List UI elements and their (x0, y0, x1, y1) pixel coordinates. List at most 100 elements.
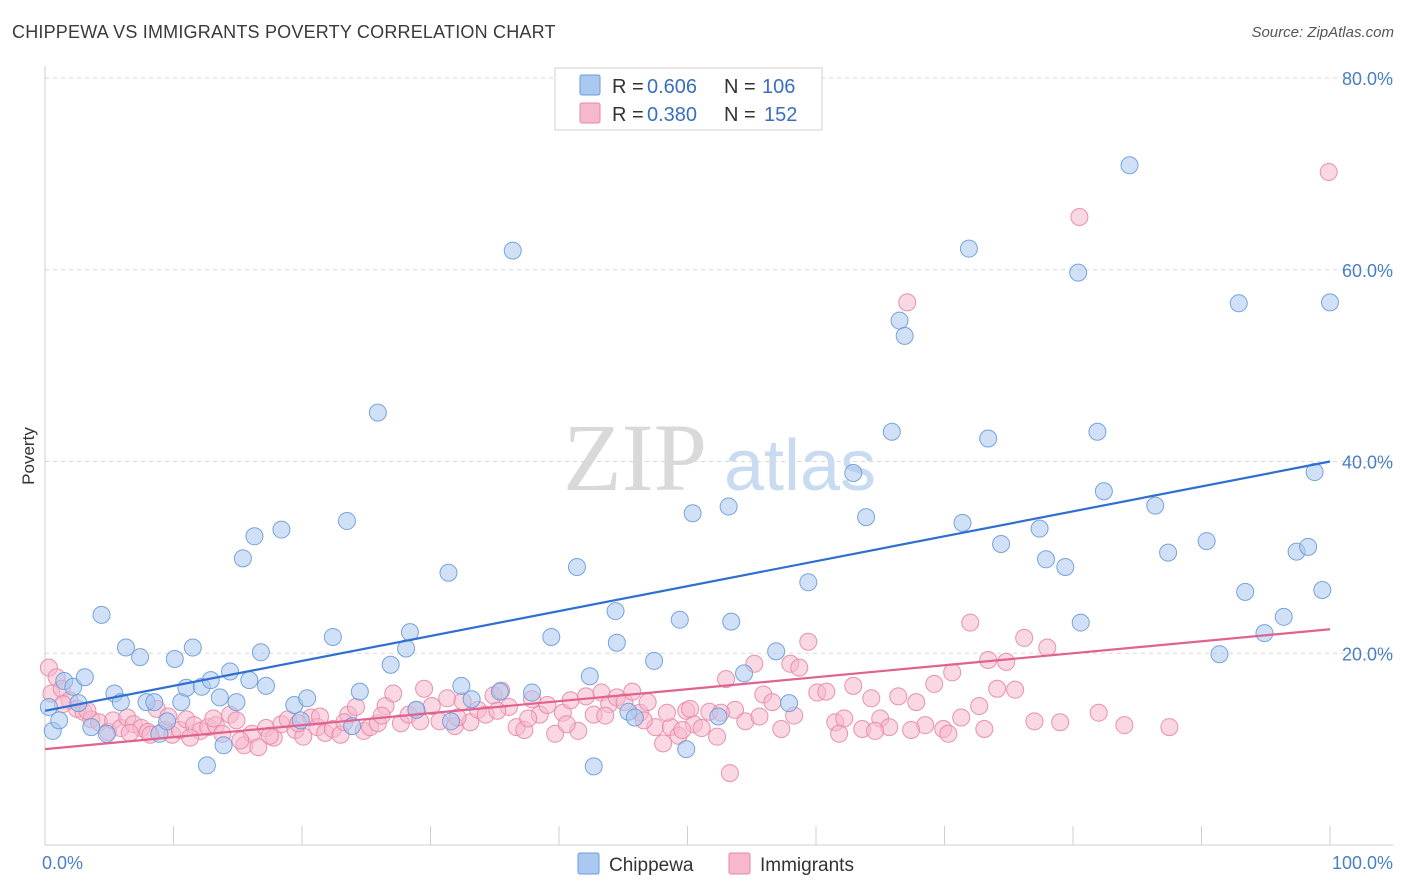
chippewa-point (1088, 422, 1107, 441)
y-tick-label: 80.0% (1342, 69, 1393, 89)
chippewa-point (523, 683, 542, 702)
immigrants-point (975, 719, 994, 738)
chippewa-point (1321, 293, 1339, 312)
chippewa-point (503, 241, 522, 260)
immigrants-point (372, 706, 391, 725)
legend-n-value-immigrants: 152 (764, 104, 797, 126)
watermark: ZIP atlas (563, 404, 876, 511)
immigrants-point (952, 708, 971, 727)
chippewa-point (780, 694, 799, 713)
chippewa-point (670, 610, 689, 629)
chippewa-point (158, 712, 177, 731)
immigrants-point (596, 706, 615, 725)
immigrants-point (120, 723, 139, 742)
chippewa-point (895, 326, 914, 345)
chippewa-point (890, 311, 909, 330)
chippewa-point (683, 504, 702, 523)
chippewa-point (1274, 607, 1293, 626)
chippewa-point (214, 736, 233, 755)
immigrants-point (1160, 718, 1179, 737)
immigrants-point (862, 689, 881, 708)
chippewa-point (567, 557, 586, 576)
chippewa-point (323, 627, 342, 646)
immigrants-point (623, 682, 642, 701)
chippewa-point (92, 605, 111, 624)
immigrants-point (681, 699, 700, 718)
trend-lines (44, 460, 1331, 751)
chippewa-point (131, 648, 150, 667)
legend-r-value-chippewa: 0.606 (647, 76, 697, 98)
immigrants-point (310, 707, 329, 726)
chippewa-point (1210, 645, 1229, 664)
immigrants-point (889, 687, 908, 706)
immigrants-point (1319, 162, 1338, 181)
immigrants-point (557, 715, 576, 734)
immigrants-point (204, 709, 223, 728)
series-chippewa-points (39, 156, 1339, 776)
chippewa-point (709, 707, 728, 726)
y-tick-label: 20.0% (1342, 644, 1393, 664)
immigrants-point (1115, 716, 1134, 735)
chippewa-point (584, 757, 603, 776)
chippewa-point (1236, 582, 1255, 601)
chippewa-point (1069, 263, 1088, 282)
immigrants-point (970, 696, 989, 715)
chippewa-point (490, 682, 509, 701)
chippewa-point (298, 689, 317, 708)
chippewa-point (251, 643, 270, 662)
series-legend-label-immigrants: Immigrants (760, 855, 854, 876)
legend-n-label: N = (724, 76, 756, 98)
legend-n-value-chippewa: 106 (762, 76, 795, 98)
chippewa-point (542, 627, 561, 646)
immigrants-point (772, 719, 791, 738)
immigrants-point (546, 724, 565, 743)
chippewa-point (145, 693, 164, 712)
grid (45, 77, 1393, 654)
immigrants-point (866, 721, 885, 740)
chippewa-point (183, 638, 202, 657)
chippewa-point (1313, 580, 1332, 599)
immigrants-point (1089, 703, 1108, 722)
chart-source: Source: ZipAtlas.com (1251, 24, 1394, 41)
chippewa-point (257, 676, 276, 695)
axes (44, 66, 1393, 846)
chippewa-point (227, 693, 246, 712)
chippewa-point (1299, 537, 1318, 556)
chippewa-point (1056, 557, 1075, 576)
chippewa-point (580, 667, 599, 686)
chippewa-point (625, 708, 644, 727)
chippewa-point (645, 651, 664, 670)
chippewa-point (240, 671, 259, 690)
chippewa-point (979, 429, 998, 448)
watermark-zip: ZIP (563, 404, 707, 511)
chippewa-point (439, 563, 458, 582)
immigrants-point (997, 652, 1016, 671)
immigrants-point (1006, 680, 1025, 699)
immigrants-point (384, 684, 403, 703)
chippewa-point (677, 740, 696, 759)
series-legend-swatch-immigrants (728, 852, 751, 875)
chippewa-point (381, 655, 400, 674)
legend-r-label: R = (612, 104, 644, 126)
chippewa-point (272, 520, 291, 539)
legend-swatch-immigrants (579, 102, 601, 124)
chippewa-point (1146, 496, 1165, 515)
chippewa-point (462, 690, 481, 709)
immigrants-point (181, 728, 200, 747)
y-tick-label: 40.0% (1342, 453, 1393, 473)
chippewa-point (1229, 294, 1248, 313)
chippewa-point (719, 497, 738, 516)
chippewa-point (64, 677, 83, 696)
legend-swatch-chippewa (579, 74, 601, 96)
immigrants-point (939, 724, 958, 743)
immigrants-point (519, 709, 538, 728)
chippewa-point (1159, 543, 1178, 562)
chippewa-point (607, 633, 626, 652)
chippewa-point (368, 403, 387, 422)
chippewa-point (606, 602, 625, 621)
chippewa-point (1037, 550, 1056, 569)
y-axis-label: Poverty (19, 427, 38, 485)
immigrants-point (1025, 712, 1044, 731)
immigrants-point (708, 727, 727, 746)
y-tick-label: 60.0% (1342, 261, 1393, 281)
